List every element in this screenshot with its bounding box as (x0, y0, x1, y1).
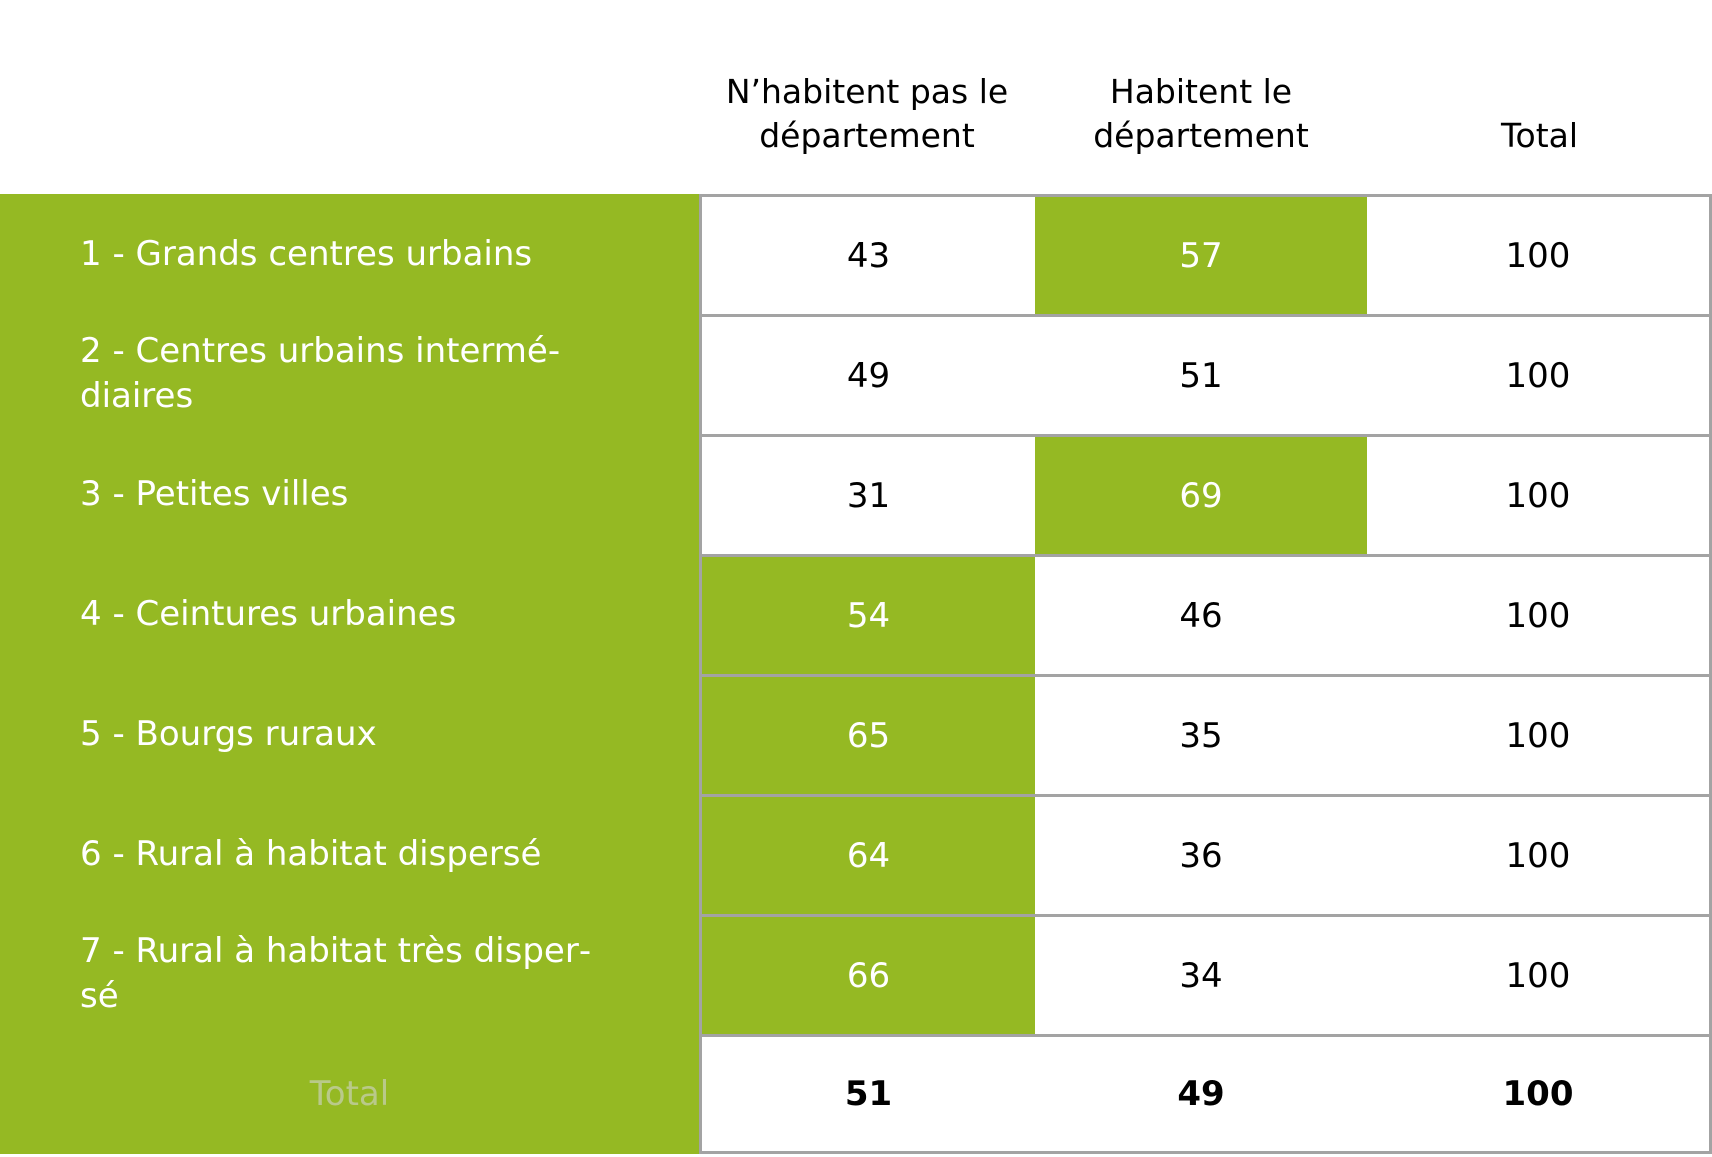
value-cell: 100 (1367, 194, 1712, 314)
total-cell: 100 (1367, 1034, 1712, 1154)
corner (0, 0, 699, 194)
row-label: 2 - Centres urbains intermé­diaires (0, 314, 699, 434)
value-cell: 51 (1035, 314, 1367, 434)
value-cell: 34 (1035, 914, 1367, 1034)
value-cell: 100 (1367, 314, 1712, 434)
value-cell: 49 (699, 314, 1035, 434)
total-label: Total (0, 1034, 699, 1154)
value-cell: 100 (1367, 794, 1712, 914)
row-label: 3 - Petites villes (0, 434, 699, 554)
value-cell: 66 (699, 914, 1035, 1034)
row-label: 5 - Bourgs ruraux (0, 674, 699, 794)
row-label: 7 - Rural à habitat très disper­sé (0, 914, 699, 1034)
value-cell: 31 (699, 434, 1035, 554)
value-cell: 100 (1367, 434, 1712, 554)
value-cell: 43 (699, 194, 1035, 314)
column-header: Habitent le département (1093, 72, 1309, 155)
value-cell: 54 (699, 554, 1035, 674)
value-cell: 35 (1035, 674, 1367, 794)
value-cell: 69 (1035, 434, 1367, 554)
value-cell: 46 (1035, 554, 1367, 674)
row-label: 4 - Ceintures urbaines (0, 554, 699, 674)
value-cell: 100 (1367, 914, 1712, 1034)
value-cell: 64 (699, 794, 1035, 914)
value-cell: 57 (1035, 194, 1367, 314)
value-cell: 65 (699, 674, 1035, 794)
column-header: Total (1500, 116, 1579, 155)
total-cell: 49 (1035, 1034, 1367, 1154)
row-label: 6 - Rural à habitat dispersé (0, 794, 699, 914)
total-cell: 51 (699, 1034, 1035, 1154)
value-cell: 36 (1035, 794, 1367, 914)
value-cell: 100 (1367, 674, 1712, 794)
value-cell: 100 (1367, 554, 1712, 674)
column-header: N’habitent pas le département (725, 72, 1009, 155)
row-label: 1 - Grands centres urbains (0, 194, 699, 314)
